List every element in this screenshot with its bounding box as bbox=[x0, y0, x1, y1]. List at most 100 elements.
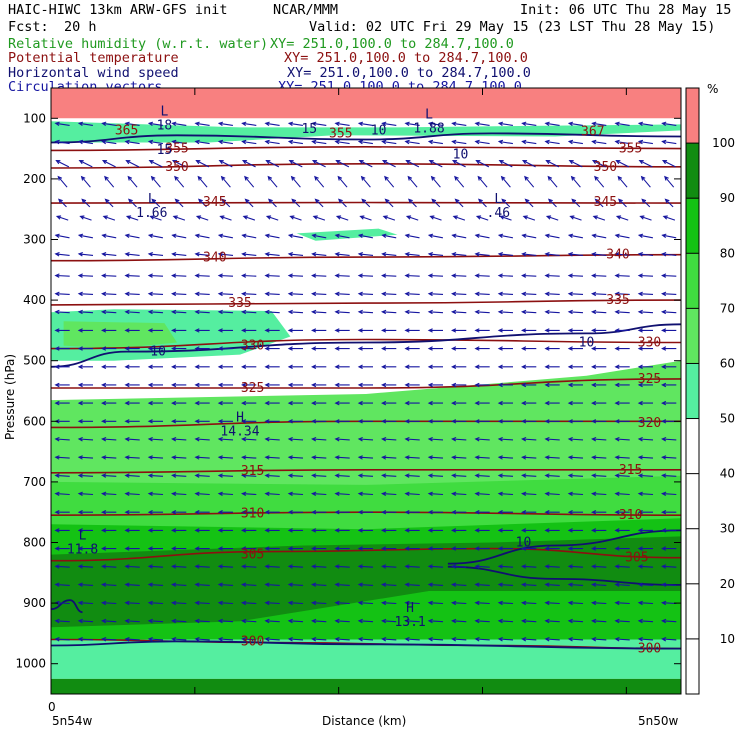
theta-contour-340 bbox=[51, 253, 681, 262]
wind-vector bbox=[147, 364, 163, 369]
wind-vector bbox=[521, 139, 537, 145]
wind-vector bbox=[427, 473, 444, 478]
wind-vector bbox=[241, 546, 257, 551]
wind-vector bbox=[381, 546, 397, 551]
wind-vector bbox=[147, 121, 163, 127]
wind-vector bbox=[77, 419, 93, 424]
wind-vector bbox=[637, 600, 654, 606]
rh-fill-layer bbox=[51, 88, 681, 694]
wind-vector bbox=[311, 382, 327, 388]
wind-vector bbox=[381, 491, 397, 496]
wind-vector bbox=[334, 400, 350, 406]
wind-vector bbox=[101, 400, 117, 406]
wind-vector bbox=[101, 160, 116, 168]
wind-vector bbox=[217, 419, 233, 424]
wind-vector bbox=[264, 491, 280, 496]
wind-vector bbox=[567, 582, 584, 587]
extremum-marker-4: H bbox=[406, 601, 414, 616]
wind-vector bbox=[147, 618, 164, 624]
wind-vector bbox=[637, 121, 653, 127]
extremum-value-4: 13.1 bbox=[394, 615, 425, 630]
wind-vector bbox=[241, 273, 257, 278]
theta-label-4: 345 bbox=[203, 195, 226, 210]
wind-vector bbox=[147, 510, 163, 515]
wind-vector bbox=[521, 328, 537, 333]
wind-vector bbox=[128, 198, 137, 208]
wind-vector bbox=[451, 618, 467, 624]
wind-vector bbox=[661, 473, 677, 478]
wind-vector bbox=[334, 510, 350, 515]
wind-vector bbox=[77, 121, 93, 127]
wind-vector bbox=[427, 455, 444, 460]
wind-vector bbox=[591, 233, 607, 239]
extremum-marker-6: L bbox=[160, 104, 168, 119]
colorbar-frame bbox=[685, 87, 700, 695]
wind-vector bbox=[592, 215, 606, 221]
wind-vector bbox=[194, 600, 210, 606]
y-tick-label-900: 900 bbox=[23, 596, 46, 610]
wind-vector bbox=[357, 618, 374, 624]
wind-vector bbox=[264, 473, 280, 478]
wind-vector bbox=[264, 510, 280, 515]
theta-label-21: 300 bbox=[241, 634, 264, 649]
wind-vector bbox=[148, 160, 163, 168]
wind-vector bbox=[451, 251, 467, 257]
wind-vector bbox=[101, 582, 117, 587]
wind-vector bbox=[404, 328, 420, 333]
wind-vector bbox=[661, 291, 677, 297]
wind-vector bbox=[194, 233, 210, 239]
wind-vector bbox=[521, 491, 537, 496]
wind-vector bbox=[429, 215, 442, 221]
theta-label-13: 325 bbox=[638, 372, 661, 387]
wind-vector bbox=[381, 636, 397, 642]
plot-frame bbox=[50, 87, 682, 695]
wind-vector bbox=[567, 419, 583, 424]
wind-vector bbox=[147, 546, 163, 551]
theta-label-19: 305 bbox=[241, 548, 264, 563]
wind-vector bbox=[174, 198, 184, 208]
wind-vector bbox=[264, 309, 280, 315]
wind-vector bbox=[124, 419, 140, 424]
wind-vector bbox=[591, 564, 607, 569]
theta-contour-305 bbox=[51, 547, 681, 562]
wind-vector bbox=[497, 382, 513, 388]
wind-vector bbox=[124, 582, 140, 587]
wind-vector bbox=[241, 455, 257, 460]
wind-vector bbox=[268, 198, 277, 208]
field-theta-xy: XY= 251.0,100.0 to 284.7,100.0 bbox=[284, 50, 528, 66]
wind-vector bbox=[405, 215, 419, 221]
theta-label-6: 340 bbox=[203, 251, 226, 266]
field-rh-name: Relative humidity (w.r.t. water) bbox=[8, 36, 268, 52]
wind-vector bbox=[661, 328, 677, 333]
wind-vector bbox=[661, 121, 677, 127]
wind-vector bbox=[77, 382, 93, 388]
wind-vector bbox=[614, 419, 630, 424]
wind-vector bbox=[147, 251, 164, 257]
wind-vector bbox=[427, 291, 444, 297]
wind-vector bbox=[404, 582, 420, 587]
wind-vector bbox=[357, 400, 373, 406]
theta-contour-325 bbox=[51, 378, 681, 389]
wind-vector bbox=[614, 582, 630, 587]
theta-label-1: 355 bbox=[619, 142, 642, 157]
wind-vector bbox=[544, 309, 560, 315]
wind-vector bbox=[55, 160, 70, 168]
wind-vector bbox=[217, 491, 234, 496]
wind-vector bbox=[241, 251, 257, 257]
wind-vector bbox=[357, 273, 374, 278]
wind-vector bbox=[241, 618, 257, 624]
wind-vector bbox=[334, 491, 350, 496]
wind-vector bbox=[500, 175, 511, 188]
wind-vector bbox=[614, 233, 630, 239]
wind-vector bbox=[451, 382, 467, 388]
wind-vector bbox=[591, 618, 607, 624]
wind-vector bbox=[544, 400, 560, 406]
wind-vector bbox=[614, 455, 630, 460]
wind-vector bbox=[427, 546, 443, 551]
wind-vector bbox=[381, 139, 397, 145]
wind-vector bbox=[404, 455, 420, 460]
wind-vector bbox=[544, 473, 560, 478]
wind-vector bbox=[427, 328, 443, 333]
wind-vector bbox=[404, 346, 420, 351]
wind-vector bbox=[287, 309, 304, 315]
